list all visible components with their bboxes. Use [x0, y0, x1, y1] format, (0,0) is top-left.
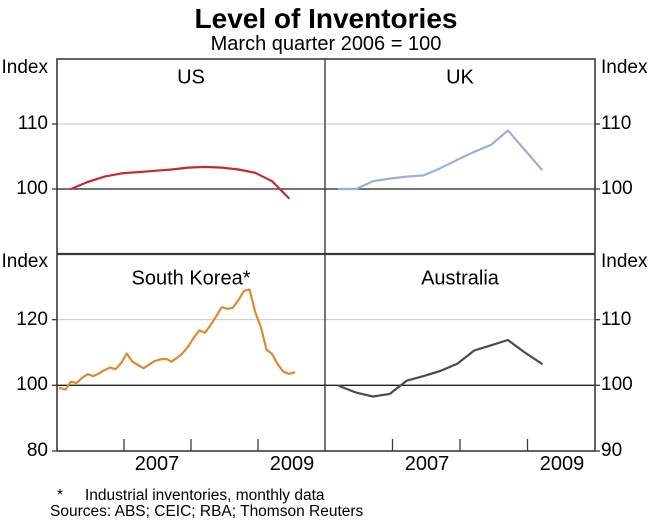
x-tick-2007-right: 2007 — [404, 453, 450, 475]
panel-title-us: US — [177, 66, 205, 89]
chart-subtitle: March quarter 2006 = 100 — [210, 33, 442, 55]
series-line-uk — [338, 129, 543, 191]
left-axis-tick-80: 80 — [26, 440, 48, 461]
right-axis-tick-100-bottom: 100 — [601, 374, 633, 395]
right-axis-tick-90: 90 — [601, 440, 623, 461]
right-axis-tick-100: 100 — [601, 178, 633, 199]
series-line-us — [69, 165, 290, 200]
panel-title-australia: Australia — [421, 267, 499, 290]
right-axis-tick-110: 110 — [601, 113, 632, 134]
left-axis-tick-100-bottom: 100 — [16, 374, 48, 395]
chart-title: Level of Inventories — [194, 3, 458, 34]
footnote-line: * Industrial inventories, monthly data — [57, 487, 325, 505]
footnote-text: Industrial inventories, monthly data — [85, 487, 325, 504]
x-tick-2009-left: 2009 — [269, 453, 315, 475]
sources-line: Sources: ABS; CEIC; RBA; Thomson Reuters — [50, 503, 364, 520]
x-tick-2009-right: 2009 — [539, 453, 585, 475]
left-axis-index-label-top: Index — [1, 57, 48, 78]
panel-title-south-korea: South Korea* — [131, 267, 251, 290]
series-line-australia — [338, 338, 543, 398]
left-axis-tick-100: 100 — [16, 178, 48, 199]
right-axis-index-label-top: Index — [601, 57, 648, 78]
right-axis-index-label-bottom: Index — [601, 251, 648, 272]
right-axis-tick-110-bottom: 110 — [601, 309, 632, 330]
panel-title-uk: UK — [446, 66, 474, 89]
series-line-south-korea — [58, 288, 296, 391]
footnote-marker: * — [57, 487, 64, 504]
left-axis-index-label-bottom: Index — [1, 251, 48, 272]
left-axis-tick-120: 120 — [16, 309, 48, 330]
x-tick-2007-left: 2007 — [134, 453, 180, 475]
left-axis-tick-110: 110 — [17, 113, 48, 134]
